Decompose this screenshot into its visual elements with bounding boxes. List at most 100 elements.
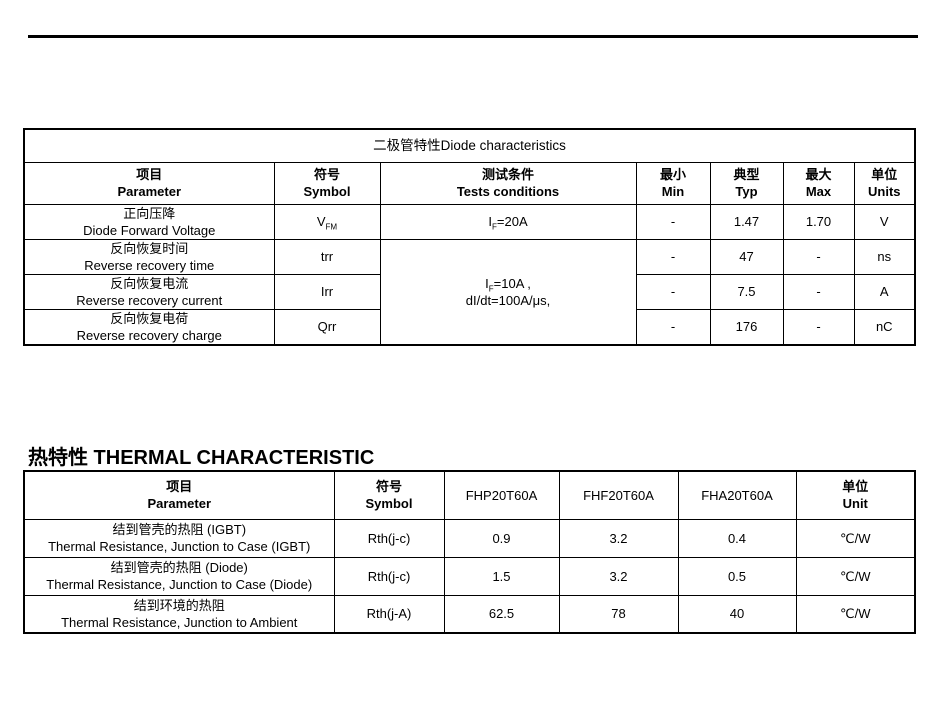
col-header-symbol-en: Symbol (303, 184, 351, 199)
col-header-conditions-en: Tests conditions (456, 184, 560, 199)
cond-base: I (488, 214, 492, 229)
param-cn: 结到管壳的热阻 (IGBT) (112, 522, 247, 537)
symbol-base: Irr (320, 284, 334, 299)
col-header-units-cn: 单位 (871, 167, 898, 182)
param-cn: 反向恢复时间 (110, 240, 189, 256)
param-cell: 正向压降 Diode Forward Voltage (23, 203, 275, 240)
col-header-model-fhp20t60a: FHP20T60A (443, 470, 560, 520)
col-header-parameter-cn: 项目 (166, 479, 193, 495)
max-cell: - (782, 308, 855, 345)
param-cell: 反向恢复电流 Reverse recovery current (23, 273, 275, 310)
typ-cell: 7.5 (709, 273, 784, 310)
col-header-conditions: 测试条件 Tests conditions (379, 161, 637, 205)
value-cell-fha: 0.5 (677, 556, 797, 596)
symbol-base: V (316, 214, 326, 229)
param-en: Reverse recovery time (84, 257, 215, 273)
unit-cell: ℃/W (795, 594, 916, 634)
col-header-parameter: 项目 Parameter (23, 161, 275, 205)
symbol-cell: Rth(j-A) (333, 594, 445, 634)
cond-line2: dI/dt=100A/μs, (465, 292, 551, 308)
col-header-model-fhf20t60a: FHF20T60A (558, 470, 679, 520)
max-cell: 1.70 (782, 203, 855, 240)
symbol-cell: Rth(j-c) (333, 556, 445, 596)
col-header-max-en: Max (805, 184, 832, 199)
param-cell: 反向恢复电荷 Reverse recovery charge (23, 308, 275, 345)
symbol-base: Qrr (317, 319, 337, 334)
page-top-rule (28, 35, 918, 38)
cond-sub: F (488, 284, 494, 294)
symbol-cell: Irr (273, 273, 381, 310)
col-header-symbol: 符号 Symbol (333, 470, 445, 520)
table-row: 反向恢复电荷 Reverse recovery charge Qrr - 176… (23, 308, 916, 345)
value-cell-fha: 40 (677, 594, 797, 634)
cond-sub: F (491, 222, 497, 232)
param-cn: 正向压降 (123, 205, 176, 221)
param-cell: 结到管壳的热阻 (IGBT) Thermal Resistance, Junct… (23, 518, 335, 558)
col-header-unit-en: Unit (842, 496, 868, 512)
value-cell-fhp: 1.5 (443, 556, 560, 596)
max-cell: - (782, 238, 855, 275)
value-cell-fha: 0.4 (677, 518, 797, 558)
param-cell: 结到管壳的热阻 (Diode) Thermal Resistance, Junc… (23, 556, 335, 596)
col-header-parameter-en: Parameter (147, 496, 212, 512)
col-header-max: 最大 Max (782, 161, 855, 205)
table-row: 结到管壳的热阻 (Diode) Thermal Resistance, Junc… (23, 556, 916, 596)
param-cn: 反向恢复电荷 (110, 310, 189, 326)
col-header-symbol: 符号 Symbol (273, 161, 381, 205)
col-header-min-en: Min (661, 184, 685, 199)
param-cn: 反向恢复电流 (110, 275, 189, 291)
conditions-cell: IF=20A (379, 203, 637, 240)
conditions-merged-cell: IF=10A , dI/dt=100A/μs, (379, 238, 637, 345)
param-en: Thermal Resistance, Junction to Ambient (61, 614, 298, 630)
col-header-typ-en: Typ (735, 184, 758, 199)
symbol-base: trr (320, 249, 334, 264)
unit-cell: ns (853, 238, 916, 275)
param-en: Thermal Resistance, Junction to Case (Di… (46, 577, 313, 592)
col-header-min: 最小 Min (635, 161, 711, 205)
col-header-parameter: 项目 Parameter (23, 470, 335, 520)
col-header-unit-cn: 单位 (842, 479, 869, 495)
value-cell-fhf: 78 (558, 594, 679, 634)
value-cell-fhf: 3.2 (558, 556, 679, 596)
thermal-characteristic-table: 项目 Parameter 符号 Symbol FHP20T60A FHF20T6… (23, 470, 916, 634)
max-cell: - (782, 273, 855, 310)
typ-cell: 176 (709, 308, 784, 345)
table-row: 反向恢复电流 Reverse recovery current Irr - 7.… (23, 273, 916, 310)
thermal-section-heading: 热特性 THERMAL CHARACTERISTIC (28, 447, 375, 469)
col-header-min-cn: 最小 (659, 167, 686, 182)
diode-table-title-row: 二极管特性Diode characteristics (23, 128, 916, 163)
param-en: Reverse recovery current (76, 292, 223, 308)
param-cell: 结到环境的热阻 Thermal Resistance, Junction to … (23, 594, 335, 634)
param-cn: 结到环境的热阻 (133, 597, 225, 613)
value-cell-fhp: 62.5 (443, 594, 560, 634)
symbol-cell: VFM (273, 203, 381, 240)
param-cell: 反向恢复时间 Reverse recovery time (23, 238, 275, 275)
col-header-units-en: Units (868, 184, 901, 199)
col-header-symbol-cn: 符号 (375, 479, 402, 495)
col-header-conditions-cn: 测试条件 (481, 167, 534, 182)
symbol-cell: Rth(j-c) (333, 518, 445, 558)
symbol-cell: trr (273, 238, 381, 275)
diode-table-header-row: 项目 Parameter 符号 Symbol 测试条件 Tests condit… (23, 161, 916, 205)
min-cell: - (635, 238, 711, 275)
col-header-model-fha20t60a: FHA20T60A (677, 470, 797, 520)
param-en: Reverse recovery charge (76, 327, 222, 343)
thermal-table-header-row: 项目 Parameter 符号 Symbol FHP20T60A FHF20T6… (23, 470, 916, 520)
unit-cell: ℃/W (795, 518, 916, 558)
min-cell: - (635, 308, 711, 345)
table-row: 反向恢复时间 Reverse recovery time trr IF=10A … (23, 238, 916, 345)
param-cn: 结到管壳的热阻 (Diode) (110, 560, 248, 575)
param-en: Diode Forward Voltage (83, 222, 216, 238)
typ-cell: 47 (709, 238, 784, 275)
col-header-units: 单位 Units (853, 161, 916, 205)
table-row: 结到管壳的热阻 (IGBT) Thermal Resistance, Junct… (23, 518, 916, 558)
param-en: Thermal Resistance, Junction to Case (IG… (48, 539, 311, 554)
min-cell: - (635, 203, 711, 240)
symbol-cell: Qrr (273, 308, 381, 345)
table-row: 结到环境的热阻 Thermal Resistance, Junction to … (23, 594, 916, 634)
col-header-max-cn: 最大 (805, 167, 832, 182)
unit-cell: ℃/W (795, 556, 916, 596)
col-header-typ-cn: 典型 (733, 167, 760, 182)
col-header-unit: 单位 Unit (795, 470, 916, 520)
value-cell-fhp: 0.9 (443, 518, 560, 558)
